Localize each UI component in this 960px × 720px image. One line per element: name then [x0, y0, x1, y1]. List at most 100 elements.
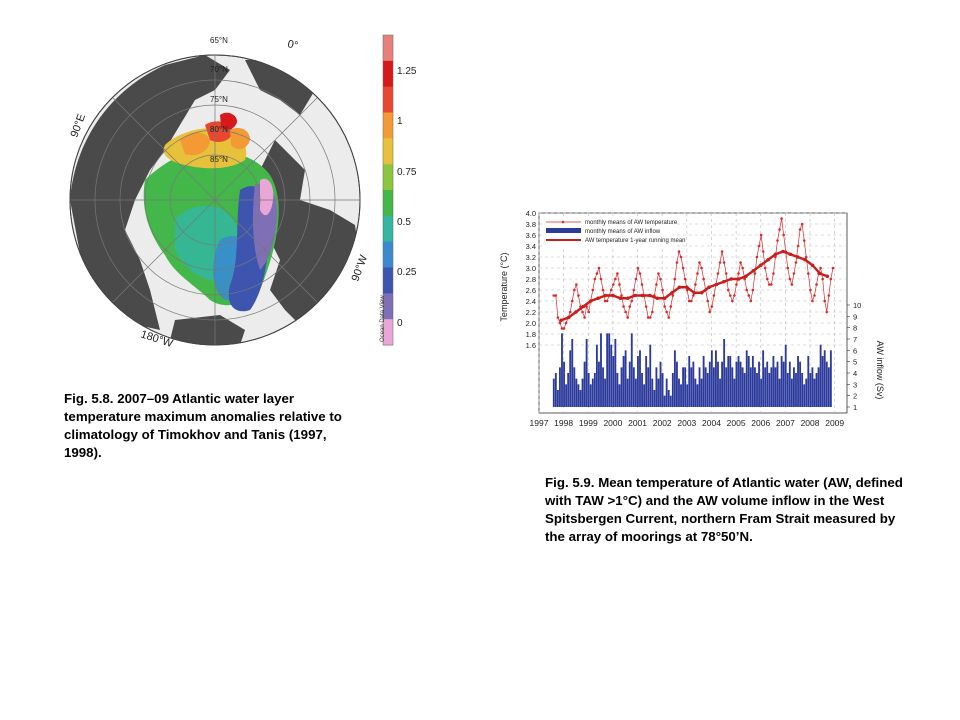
- monthly-temperature-point: [622, 305, 625, 308]
- monthly-temperature-point: [794, 261, 798, 264]
- monthly-temperature-point: [782, 233, 785, 237]
- inflow-bar: [797, 356, 799, 407]
- running-mean-point: [751, 268, 756, 273]
- inflow-bar: [694, 378, 697, 407]
- monthly-temperature-point: [577, 294, 580, 297]
- inflow-bar: [692, 361, 695, 407]
- monthly-temperature-point: [737, 272, 740, 275]
- running-mean-point: [566, 315, 571, 320]
- colorbar-tick-0-75: 0.75: [397, 167, 417, 178]
- monthly-temperature-point: [796, 244, 800, 248]
- inflow-bar: [803, 384, 806, 407]
- inflow-bar: [614, 339, 617, 407]
- running-mean-point: [825, 274, 830, 279]
- y-right-axis-label: AW inflow (Sv): [875, 341, 885, 400]
- monthly-temperature-point: [774, 255, 777, 259]
- inflow-bar: [827, 367, 830, 407]
- x-tick-label: 2002: [653, 418, 672, 428]
- x-tick-label: 2004: [702, 418, 721, 428]
- inflow-bar: [651, 378, 654, 407]
- colorbar-segment: [383, 190, 393, 217]
- anomaly-field-orange-2: [230, 128, 250, 150]
- inflow-bar: [686, 384, 689, 407]
- inflow-bar: [696, 384, 699, 407]
- inflow-bar: [813, 378, 816, 407]
- inflow-bar: [575, 378, 578, 407]
- inflow-bar: [756, 373, 758, 407]
- monthly-temperature-point: [790, 283, 794, 286]
- running-mean-point: [788, 252, 793, 257]
- x-tick-label: 2009: [825, 418, 844, 428]
- colorbar-tick-1: 1: [397, 116, 403, 127]
- monthly-temperature-point: [573, 288, 576, 292]
- inflow-bar: [774, 367, 777, 407]
- inflow-bar: [655, 367, 658, 407]
- running-mean-point: [803, 257, 807, 262]
- monthly-temperature-point: [690, 299, 693, 303]
- inflow-bar: [624, 350, 627, 407]
- monthly-temperature-point: [626, 316, 629, 319]
- y-left-tick-label: 2.4: [526, 297, 536, 306]
- inflow-bar: [700, 378, 703, 407]
- inflow-bar: [554, 373, 557, 407]
- inflow-bar: [795, 373, 797, 407]
- monthly-temperature-point: [700, 266, 703, 270]
- monthly-temperature-point: [829, 277, 833, 281]
- monthly-temperature-point: [581, 310, 584, 314]
- monthly-temperature-point: [681, 266, 685, 270]
- monthly-temperature-point: [716, 272, 720, 275]
- inflow-bar: [628, 361, 631, 407]
- inflow-bar: [678, 378, 680, 407]
- inflow-bar: [823, 350, 826, 407]
- monthly-temperature-point: [630, 299, 634, 303]
- monthly-temperature-point: [694, 283, 697, 286]
- running-mean-point: [707, 285, 711, 290]
- inflow-bar: [630, 333, 633, 407]
- monthly-temperature-point: [638, 272, 642, 275]
- monthly-temperature-point: [788, 277, 792, 281]
- legend-marker: [561, 220, 565, 224]
- y-right-tick-label: 5: [853, 358, 857, 367]
- monthly-temperature-point: [702, 277, 705, 281]
- inflow-bar: [669, 395, 672, 407]
- inflow-bar: [665, 378, 668, 407]
- monthly-temperature-point: [587, 310, 590, 314]
- inflow-bar: [758, 361, 760, 407]
- inflow-bar: [817, 367, 820, 407]
- polar-map-figure: 65°N 70°N 75°N 80°N 85°N 0° 90°E 90°W 18…: [55, 30, 475, 360]
- inflow-bar: [647, 367, 650, 407]
- legend-label-monthly-temp: monthly means of AW temperature: [585, 220, 678, 226]
- monthly-temperature-point: [815, 283, 818, 286]
- monthly-temperature-point: [825, 310, 829, 314]
- monthly-temperature-point: [583, 316, 586, 319]
- monthly-temperature-point: [554, 294, 558, 297]
- y-left-tick-label: 3.0: [526, 264, 536, 273]
- running-mean-point: [744, 274, 748, 279]
- inflow-bar: [715, 350, 717, 407]
- inflow-bar: [741, 367, 744, 407]
- monthly-temperature-point: [751, 288, 755, 292]
- inflow-bar: [717, 361, 719, 407]
- monthly-temperature-point: [609, 288, 613, 292]
- monthly-temperature-point: [597, 266, 601, 270]
- y-right-tick-label: 7: [853, 335, 857, 344]
- lat-label-70: 70°N: [210, 65, 228, 74]
- running-mean-point: [603, 293, 608, 298]
- monthly-temperature-point: [683, 277, 687, 281]
- inflow-bar: [616, 373, 619, 407]
- inflow-bar: [606, 333, 609, 407]
- inflow-bar: [561, 333, 563, 407]
- inflow-bar: [821, 356, 824, 407]
- inflow-bar: [725, 367, 728, 407]
- running-mean-point: [662, 296, 667, 301]
- monthly-temperature-point: [632, 288, 636, 292]
- inflow-bar: [743, 373, 746, 407]
- inflow-bar: [807, 356, 810, 407]
- inflow-bar: [659, 361, 662, 407]
- running-mean-point: [758, 263, 763, 268]
- monthly-temperature-point: [770, 283, 773, 286]
- monthly-temperature-point: [591, 288, 595, 292]
- polar-map: 65°N 70°N 75°N 80°N 85°N 0° 90°E 90°W 18…: [69, 34, 417, 350]
- running-mean-point: [640, 293, 645, 298]
- inflow-bar: [727, 356, 730, 407]
